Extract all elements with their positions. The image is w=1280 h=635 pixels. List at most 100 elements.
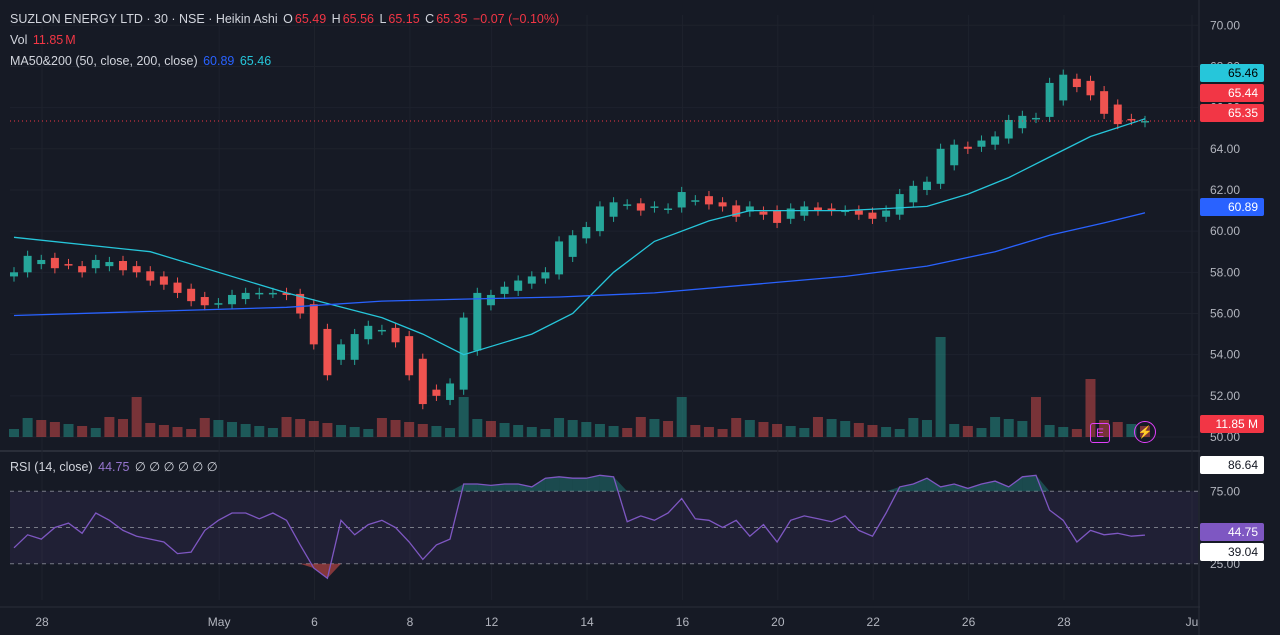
candle-body bbox=[664, 208, 673, 211]
candle-body bbox=[963, 146, 972, 149]
time-tick-label: 8 bbox=[407, 615, 414, 629]
candle-body bbox=[1031, 117, 1040, 120]
volume-bar bbox=[731, 418, 742, 437]
legend-low-value: 65.15 bbox=[388, 12, 420, 26]
volume-bar bbox=[894, 429, 905, 437]
candle-body bbox=[1113, 104, 1122, 125]
time-tick-label: 12 bbox=[485, 615, 499, 629]
legend-low-label: L bbox=[379, 12, 387, 26]
candle-body bbox=[882, 210, 891, 217]
volume-bar bbox=[281, 417, 292, 437]
candle-body bbox=[486, 294, 495, 306]
volume-bar bbox=[213, 420, 224, 437]
volume-bar bbox=[1003, 419, 1014, 437]
volume-bar bbox=[417, 424, 428, 437]
volume-bar bbox=[526, 427, 537, 437]
volume-bar bbox=[240, 424, 251, 437]
rsi-overbought-fill bbox=[450, 484, 464, 492]
rsi-tick-label: 75.00 bbox=[1210, 484, 1240, 498]
time-tick-label: 22 bbox=[867, 615, 881, 629]
volume-bar bbox=[472, 419, 483, 437]
legend-open-label: O bbox=[283, 12, 293, 26]
volume-bar bbox=[513, 425, 524, 437]
candle-body bbox=[214, 303, 223, 305]
rsi-label[interactable]: RSI (14, close) bbox=[10, 460, 93, 474]
legend-high-value: 65.56 bbox=[342, 12, 374, 26]
rsi-overbought-fill bbox=[490, 484, 505, 492]
time-tick-label: 20 bbox=[771, 615, 785, 629]
volume-bar bbox=[322, 423, 333, 437]
time-tick-label: 6 bbox=[311, 615, 318, 629]
volume-bar bbox=[9, 429, 19, 437]
candle-body bbox=[473, 292, 482, 351]
candle-body bbox=[623, 204, 632, 206]
volume-bar bbox=[227, 422, 238, 437]
rsi-legend: RSI (14, close) 44.75 ∅ ∅ ∅ ∅ ∅ ∅ bbox=[10, 459, 220, 475]
candle-body bbox=[1127, 118, 1136, 121]
volume-bar bbox=[145, 423, 156, 437]
volume-bar bbox=[1044, 425, 1055, 437]
candle-body bbox=[282, 292, 291, 295]
volume-bar bbox=[594, 424, 605, 437]
price-tick-label: 70.00 bbox=[1210, 18, 1240, 32]
volume-label[interactable]: Vol bbox=[10, 33, 28, 47]
volume-bar bbox=[172, 427, 183, 437]
volume-bar bbox=[1126, 424, 1137, 437]
rsi-overbought-fill bbox=[940, 484, 955, 492]
candle-body bbox=[459, 317, 468, 390]
rsi-overbought-fill bbox=[518, 484, 532, 492]
volume-value: 11.85 bbox=[32, 33, 64, 47]
ma-fast-value: 65.46 bbox=[239, 54, 272, 68]
volume-bar bbox=[649, 419, 660, 437]
volume-bar bbox=[676, 397, 687, 437]
volume-bar bbox=[921, 420, 932, 437]
volume-bar bbox=[404, 422, 415, 437]
rsi-low-tag: 39.04 bbox=[1200, 543, 1264, 561]
time-tick-label: May bbox=[208, 615, 231, 629]
volume-bar bbox=[36, 420, 47, 437]
volume-bar bbox=[853, 423, 864, 437]
flash-icon[interactable]: ⚡ bbox=[1134, 421, 1156, 443]
volume-bar bbox=[158, 425, 169, 437]
candle-body bbox=[200, 297, 209, 306]
rsi-overbought-fill bbox=[572, 478, 587, 492]
high-price-tag: 65.44 bbox=[1200, 84, 1264, 102]
volume-bar bbox=[445, 428, 456, 437]
volume-bar bbox=[622, 428, 633, 437]
candle-body bbox=[1072, 78, 1081, 88]
rsi-overbought-fill bbox=[463, 484, 478, 492]
price-tick-label: 62.00 bbox=[1210, 183, 1240, 197]
candle-body bbox=[841, 210, 850, 213]
candle-body bbox=[78, 266, 87, 273]
candle-body bbox=[173, 282, 182, 293]
candle-body bbox=[446, 383, 455, 400]
volume-bar bbox=[499, 423, 510, 437]
rsi-high-tag: 86.64 bbox=[1200, 456, 1264, 474]
price-tick-label: 52.00 bbox=[1210, 389, 1240, 403]
volume-price-tag: 11.85 M bbox=[1200, 415, 1264, 433]
volume-bar bbox=[567, 420, 578, 437]
candle-body bbox=[582, 227, 591, 239]
volume-bar bbox=[908, 418, 919, 437]
volume-bar bbox=[663, 421, 674, 437]
candle-body bbox=[405, 336, 414, 376]
rsi-overbought-fill bbox=[1035, 475, 1050, 492]
volume-bar bbox=[949, 424, 960, 437]
volume-bar bbox=[976, 428, 987, 437]
volume-bar bbox=[1071, 429, 1082, 437]
rsi-oversold-fill bbox=[300, 563, 314, 569]
rsi-value-tag: 44.75 bbox=[1200, 523, 1264, 541]
candle-body bbox=[64, 264, 73, 266]
price-tick-label: 54.00 bbox=[1210, 348, 1240, 362]
volume-bar bbox=[308, 421, 319, 437]
ma-label[interactable]: MA50&200 (50, close, 200, close) bbox=[10, 54, 198, 68]
legend-symbol[interactable]: SUZLON ENERGY LTD · 30 · NSE · Heikin As… bbox=[10, 12, 278, 26]
candle-body bbox=[854, 210, 863, 215]
ma-line-ma50 bbox=[13, 118, 1146, 356]
price-tick-label: 50.00 bbox=[1210, 430, 1240, 444]
candle-body bbox=[555, 241, 564, 275]
earnings-badge[interactable]: E bbox=[1090, 423, 1110, 443]
volume-bar bbox=[49, 422, 60, 437]
